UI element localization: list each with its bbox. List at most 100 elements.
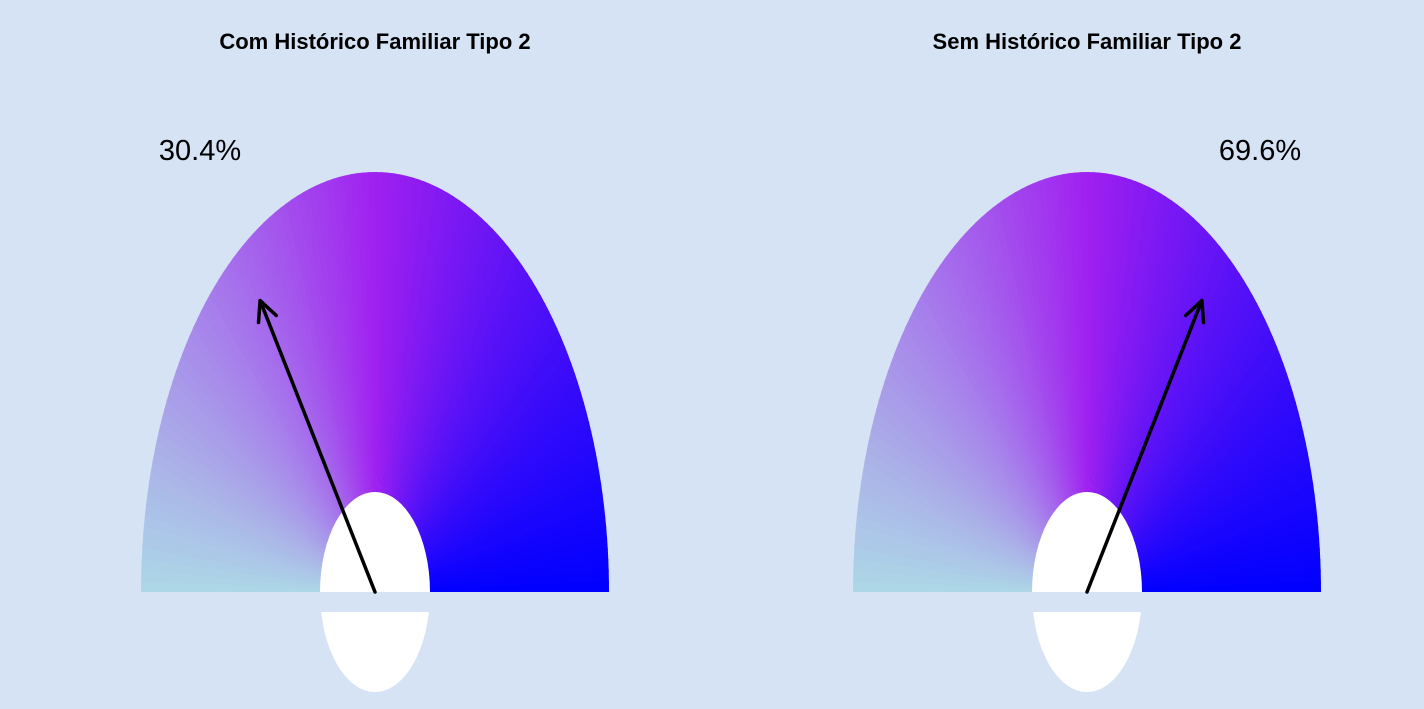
- gauge-1-dial-segment: [338, 175, 375, 592]
- gauge-2-value-label: 69.6%: [1219, 135, 1301, 167]
- gauge-2-dial-segment: [1087, 382, 1294, 592]
- gauge-2-dial-segment: [1087, 302, 1262, 592]
- gauge-2-dial-segment: [1087, 212, 1195, 592]
- gauge-2-dial-segment: [930, 271, 1087, 592]
- gauge-2-dial-segment: [1020, 185, 1087, 592]
- gauge-2-dial-segment: [1087, 252, 1231, 592]
- gauge-1-dial-segment: [375, 212, 483, 592]
- gauge-2-dial-segment: [868, 429, 1087, 592]
- gauge-2-dial-segment: [890, 352, 1087, 592]
- gauge-1-dial-segment: [375, 310, 554, 592]
- gauge-1-dial-segment: [302, 188, 375, 592]
- gauge-2-dial-segment: [1087, 391, 1296, 592]
- gauge-1-dial-segment: [375, 451, 598, 592]
- gauge-2-dial-segment: [1014, 188, 1087, 592]
- gauge-2-dial-segment: [944, 251, 1087, 593]
- gauge-1-dial-segment: [258, 222, 375, 592]
- gauge-1-dial-segment: [375, 199, 466, 592]
- gauge-1-needle-shaft: [258, 298, 377, 594]
- gauge-1-dial-segment: [232, 251, 375, 593]
- gauge-2-dial-segment: [921, 286, 1087, 592]
- gauge-2-dial-segment: [975, 217, 1087, 592]
- gauge-1-dial-segment: [375, 239, 509, 592]
- gauge-2-dial-segment: [1087, 537, 1320, 592]
- gauge-1-dial-segment: [189, 326, 375, 592]
- gauge-1-dial-segment: [166, 390, 375, 592]
- gauge-2-dial-segment: [1087, 287, 1254, 592]
- gauge-1-dial-segment: [185, 334, 375, 592]
- gauge-1-dial-segment: [375, 581, 609, 592]
- gauge-2-dial-segment: [1087, 319, 1270, 592]
- gauge-1-dial-segment: [375, 570, 609, 592]
- gauge-2-dial-segment: [1087, 526, 1320, 592]
- gauge-1-dial-segment: [320, 180, 375, 592]
- gauge-1-dial-segment: [362, 172, 375, 592]
- gauge-1-dial-segment: [205, 293, 375, 592]
- gauge-1-dial-segment: [375, 515, 607, 592]
- gauge-2-dial-segment: [1087, 265, 1240, 592]
- gauge-2-dial-segment: [925, 278, 1087, 592]
- gauge-2-dial-segment: [959, 233, 1087, 592]
- gauge-2-dial-segment: [1050, 175, 1087, 592]
- gauge-1-dial-segment: [375, 258, 523, 592]
- gauge-1-dial-segment: [218, 271, 375, 592]
- gauge-2-dial-segment: [1087, 441, 1308, 592]
- gauge-2-dial-segment: [875, 399, 1087, 592]
- gauge-1-dial-segment: [279, 203, 375, 592]
- gauge-1-dial-segment: [172, 371, 375, 592]
- gauge-2-dial-segment: [1087, 354, 1284, 592]
- gauge-1-dial-segment: [344, 174, 375, 592]
- gauge-1-dial-segment: [213, 278, 375, 592]
- gauge-1-dial-segment: [285, 199, 375, 593]
- gauge-1-dial-segment: [375, 391, 584, 592]
- gauge-1-dial-segment: [314, 183, 375, 592]
- gauge-2-dial-segment: [878, 390, 1087, 592]
- gauge-2-dial-segment: [1087, 222, 1205, 592]
- gauge-1-dial-segment: [375, 272, 533, 592]
- gauge-1-dial-segment: [169, 380, 375, 592]
- gauge-1-dial-segment: [375, 493, 605, 592]
- gauge-2-dial-segment: [949, 244, 1087, 593]
- gauge-2-dial-segment: [970, 222, 1087, 592]
- gauge-1-dial-segment: [375, 526, 608, 592]
- gauge-1-dial-segment: [375, 279, 537, 592]
- gauge-1-value-label: 30.4%: [159, 135, 241, 167]
- gauge-1-dial-segment: [193, 317, 375, 592]
- gauge-1-dial-segment: [375, 208, 477, 592]
- gauge-2-dial-segment: [873, 409, 1087, 592]
- gauge-1-dial-segment: [375, 252, 519, 592]
- gauge-2-dial-segment: [991, 203, 1087, 592]
- gauge-1-dial-segment: [375, 222, 493, 592]
- gauge-1-baseline-cover: [130, 592, 620, 612]
- gauge-1-dial-segment: [375, 472, 602, 592]
- gauge-1-dial-segment: [175, 361, 375, 592]
- gauge-1-dial-segment: [201, 301, 375, 592]
- gauge-1-dial-segment: [375, 462, 600, 592]
- gauge-1-dial-segment: [375, 504, 606, 592]
- gauge-1-dial-segment: [375, 203, 472, 592]
- gauge-2-dial: [853, 172, 1321, 593]
- gauge-2-dial-segment: [870, 419, 1087, 592]
- gauge-1-dial-segment: [182, 343, 375, 592]
- gauge-1-dial-segment: [375, 382, 582, 592]
- gauge-1-dial-segment: [161, 409, 375, 592]
- gauge-1-title: Com Histórico Familiar Tipo 2: [219, 29, 530, 54]
- gauge-1-dial-segment: [227, 257, 375, 592]
- gauge-2-dial-segment: [897, 334, 1087, 592]
- gauge-2-dial-segment: [1087, 472, 1314, 592]
- gauge-2-dial-segment: [964, 227, 1087, 592]
- gauge-2-dial-segment: [884, 371, 1087, 592]
- gauge-1-dial-segment: [375, 363, 576, 592]
- gauge-2-dial-segment: [1087, 279, 1249, 592]
- gauge-1-dial-segment: [375, 483, 603, 592]
- gauge-1-dial-segment: [247, 233, 375, 592]
- gauge-1-dial-segment: [263, 217, 375, 592]
- gauge-1-dial-segment: [375, 345, 569, 592]
- gauge-1-dial-segment: [326, 178, 375, 593]
- gauge-2-dial-segment: [1087, 504, 1318, 592]
- gauge-1-dial-segment: [375, 302, 550, 592]
- gauge-1-dial-segment: [375, 319, 558, 592]
- gauge-1-dial-segment: [375, 354, 572, 592]
- gauge-2-dial-segment: [917, 293, 1087, 592]
- gauge-2-title: Sem Histórico Familiar Tipo 2: [933, 29, 1242, 54]
